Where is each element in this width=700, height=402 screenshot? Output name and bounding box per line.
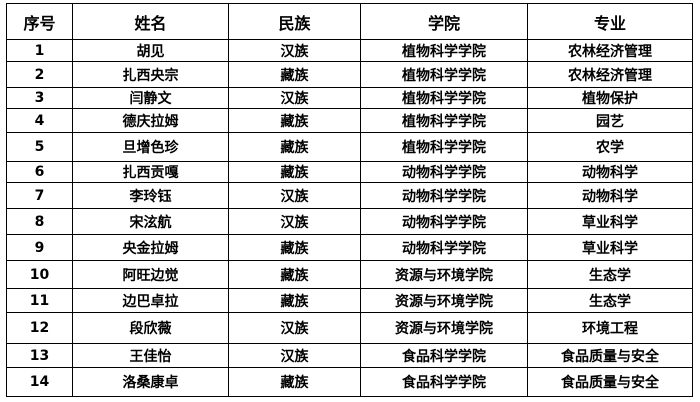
table-row: 8 宋泫航 汉族 动物科学学院 草业科学	[6, 208, 693, 235]
cell-ethnicity: 藏族	[228, 61, 361, 88]
cell-name: 边巴卓拉	[72, 288, 229, 313]
cell-major: 草业科学	[527, 234, 693, 261]
cell-major: 动物科学	[527, 161, 693, 183]
table-row: 3 闫静文 汉族 植物科学学院 植物保护	[6, 87, 693, 109]
cell-major: 食品质量与安全	[527, 367, 693, 397]
table-row: 9 央金拉姆 藏族 动物科学学院 草业科学	[6, 234, 693, 261]
table-row: 5 旦增色珍 藏族 植物科学学院 农学	[6, 132, 693, 162]
table-row: 6 扎西贡嘎 藏族 动物科学学院 动物科学	[6, 161, 693, 183]
cell-major: 生态学	[527, 288, 693, 313]
cell-name: 央金拉姆	[72, 234, 229, 261]
cell-college: 食品科学学院	[360, 343, 528, 368]
header-row: 序号 姓名 民族 学院 专业	[6, 3, 693, 40]
cell-index: 3	[6, 87, 73, 109]
cell-name: 段欣薇	[72, 312, 229, 344]
cell-college: 植物科学学院	[360, 61, 528, 88]
cell-ethnicity: 藏族	[228, 260, 361, 289]
header-college: 学院	[360, 3, 528, 40]
cell-name: 王佳怡	[72, 343, 229, 368]
cell-index: 14	[6, 367, 73, 397]
cell-major: 植物保护	[527, 87, 693, 109]
cell-index: 9	[6, 234, 73, 261]
cell-name: 闫静文	[72, 87, 229, 109]
cell-ethnicity: 藏族	[228, 367, 361, 397]
table-row: 4 德庆拉姆 藏族 植物科学学院 园艺	[6, 108, 693, 133]
cell-ethnicity: 汉族	[228, 39, 361, 62]
cell-major: 食品质量与安全	[527, 343, 693, 368]
cell-major: 生态学	[527, 260, 693, 289]
cell-name: 阿旺边觉	[72, 260, 229, 289]
cell-ethnicity: 汉族	[228, 343, 361, 368]
cell-index: 6	[6, 161, 73, 183]
cell-major: 园艺	[527, 108, 693, 133]
cell-index: 1	[6, 39, 73, 62]
table-row: 1 胡见 汉族 植物科学学院 农林经济管理	[6, 39, 693, 62]
table-row: 7 李玲钰 汉族 动物科学学院 动物科学	[6, 182, 693, 209]
cell-name: 洛桑康卓	[72, 367, 229, 397]
table-row: 11 边巴卓拉 藏族 资源与环境学院 生态学	[6, 288, 693, 313]
cell-major: 草业科学	[527, 208, 693, 235]
cell-index: 2	[6, 61, 73, 88]
cell-index: 10	[6, 260, 73, 289]
cell-college: 动物科学学院	[360, 182, 528, 209]
table-row: 10 阿旺边觉 藏族 资源与环境学院 生态学	[6, 260, 693, 289]
cell-college: 动物科学学院	[360, 234, 528, 261]
cell-name: 旦增色珍	[72, 132, 229, 162]
cell-major: 农林经济管理	[527, 61, 693, 88]
table-row: 14 洛桑康卓 藏族 食品科学学院 食品质量与安全	[6, 367, 693, 397]
cell-name: 扎西贡嘎	[72, 161, 229, 183]
cell-ethnicity: 藏族	[228, 132, 361, 162]
cell-index: 4	[6, 108, 73, 133]
header-name: 姓名	[72, 3, 229, 40]
cell-index: 11	[6, 288, 73, 313]
student-table: 序号 姓名 民族 学院 专业 1 胡见 汉族 植物科学学院 农林经济管理 2 扎西央宗 藏族植…	[6, 3, 693, 397]
cell-index: 13	[6, 343, 73, 368]
cell-name: 德庆拉姆	[72, 108, 229, 133]
cell-ethnicity: 汉族	[228, 208, 361, 235]
cell-name: 胡见	[72, 39, 229, 62]
cell-college: 植物科学学院	[360, 39, 528, 62]
cell-college: 资源与环境学院	[360, 312, 528, 344]
cell-major: 农林经济管理	[527, 39, 693, 62]
cell-college: 食品科学学院	[360, 367, 528, 397]
cell-ethnicity: 汉族	[228, 312, 361, 344]
cell-college: 植物科学学院	[360, 132, 528, 162]
cell-college: 植物科学学院	[360, 87, 528, 109]
cell-ethnicity: 汉族	[228, 87, 361, 109]
header-ethnicity: 民族	[228, 3, 361, 40]
cell-college: 动物科学学院	[360, 161, 528, 183]
cell-index: 5	[6, 132, 73, 162]
header-major: 专业	[527, 3, 693, 40]
cell-college: 资源与环境学院	[360, 288, 528, 313]
cell-name: 李玲钰	[72, 182, 229, 209]
cell-name: 扎西央宗	[72, 61, 229, 88]
cell-college: 资源与环境学院	[360, 260, 528, 289]
table-row: 13 王佳怡 汉族 食品科学学院 食品质量与安全	[6, 343, 693, 368]
table-row: 12 段欣薇 汉族 资源与环境学院 环境工程	[6, 312, 693, 344]
cell-ethnicity: 藏族	[228, 108, 361, 133]
cell-ethnicity: 藏族	[228, 288, 361, 313]
cell-college: 动物科学学院	[360, 208, 528, 235]
cell-major: 环境工程	[527, 312, 693, 344]
cell-index: 12	[6, 312, 73, 344]
header-index: 序号	[6, 3, 73, 40]
table-row: 2 扎西央宗 藏族 植物科学学院 农林经济管理	[6, 61, 693, 88]
cell-ethnicity: 藏族	[228, 234, 361, 261]
cell-major: 动物科学	[527, 182, 693, 209]
cell-name: 宋泫航	[72, 208, 229, 235]
cell-index: 7	[6, 182, 73, 209]
cell-ethnicity: 汉族	[228, 182, 361, 209]
cell-ethnicity: 藏族	[228, 161, 361, 183]
cell-college: 植物科学学院	[360, 108, 528, 133]
cell-index: 8	[6, 208, 73, 235]
cell-major: 农学	[527, 132, 693, 162]
